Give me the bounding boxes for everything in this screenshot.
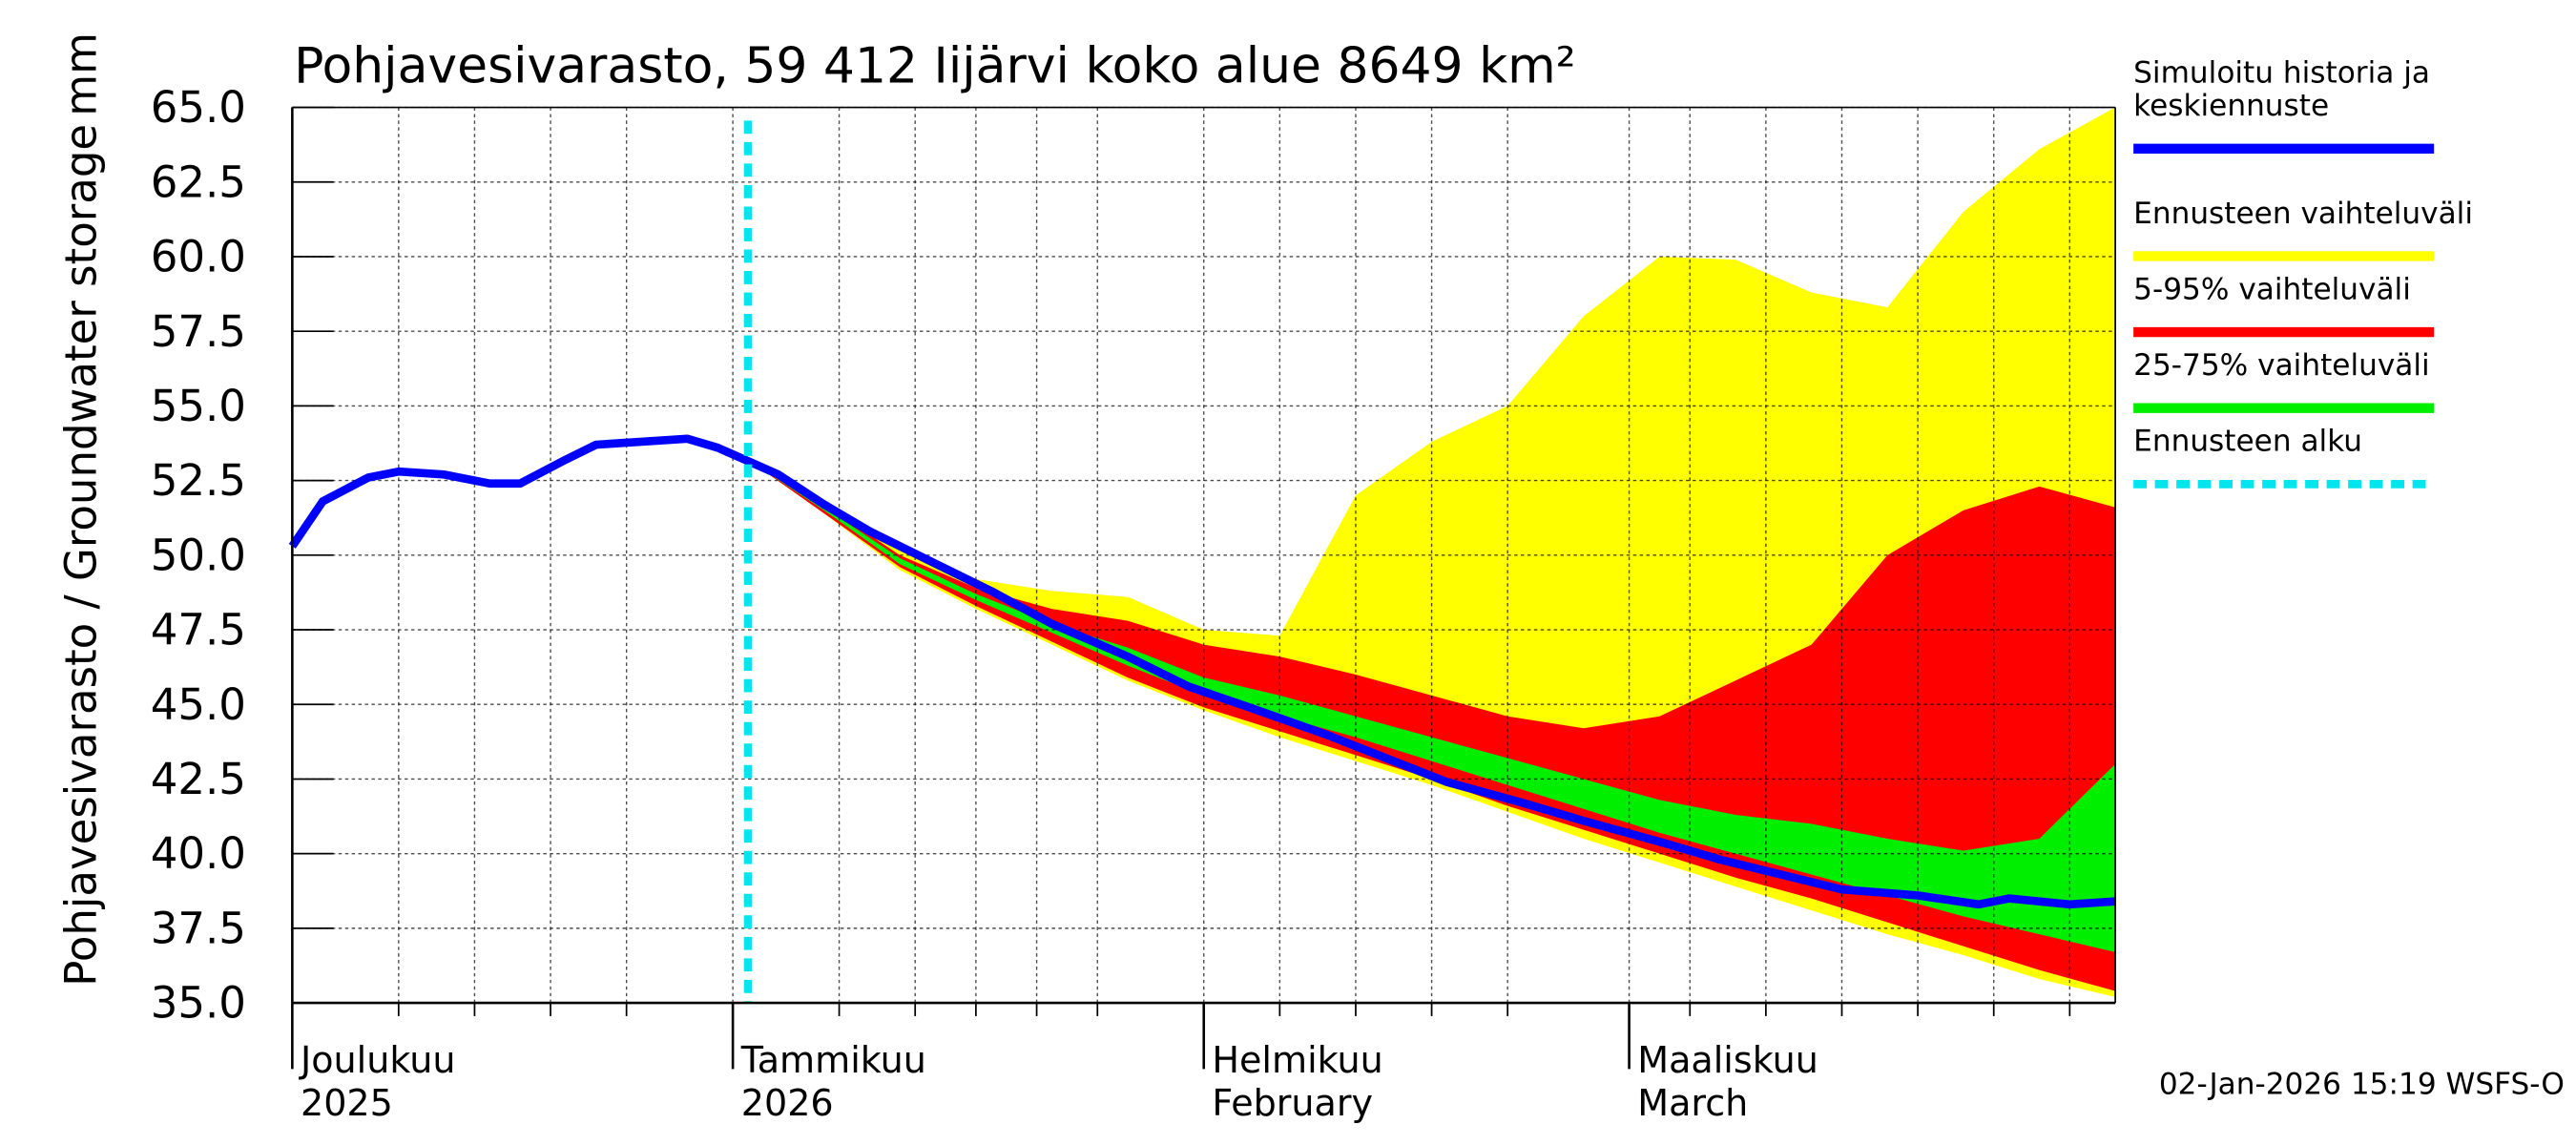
footer: 02-Jan-2026 15:19 WSFS-O (2159, 1067, 2565, 1101)
y-tick-label: 57.5 (151, 306, 246, 357)
legend-label: Simuloitu historia ja (2133, 56, 2430, 91)
x-tick-label: March (1637, 1082, 1748, 1124)
y-tick-label: 62.5 (151, 156, 246, 207)
legend-label: 5-95% vaihteluväli (2133, 272, 2411, 306)
series-line (288, 434, 2116, 909)
legend-label: Ennusteen alku (2133, 425, 2362, 459)
y-tick-label: 55.0 (151, 381, 246, 431)
x-tick-label: Tammikuu (740, 1039, 926, 1081)
y-axis-label: Pohjavesivarasto / Groundwater storage (55, 124, 106, 987)
y-axis-unit: mm (55, 32, 106, 116)
x-tick-label: Joulukuu (299, 1039, 455, 1081)
y-tick-label: 37.5 (151, 903, 246, 953)
x-tick-label: Helmikuu (1212, 1039, 1382, 1081)
y-tick-label: 52.5 (151, 455, 246, 506)
legend-label: keskiennuste (2133, 89, 2329, 123)
chart-title: Pohjavesivarasto, 59 412 Iijärvi koko al… (294, 38, 1575, 95)
x-tick-label: 2026 (741, 1082, 834, 1124)
x-tick-label: February (1212, 1082, 1373, 1124)
y-tick-label: 65.0 (151, 82, 246, 133)
forecast-band (748, 459, 2116, 952)
y-tick-label: 60.0 (151, 232, 246, 282)
x-tick-label: 2025 (301, 1082, 393, 1124)
x-tick-label: Maaliskuu (1637, 1039, 1818, 1081)
y-tick-label: 47.5 (151, 605, 246, 656)
y-tick-label: 50.0 (151, 530, 246, 580)
y-tick-label: 42.5 (151, 754, 246, 804)
legend-label: Ennusteen vaihteluväli (2133, 197, 2473, 231)
y-tick-label: 40.0 (151, 828, 246, 879)
y-tick-label: 35.0 (151, 978, 246, 1029)
y-tick-label: 45.0 (151, 679, 246, 730)
legend-label: 25-75% vaihteluväli (2133, 348, 2430, 383)
